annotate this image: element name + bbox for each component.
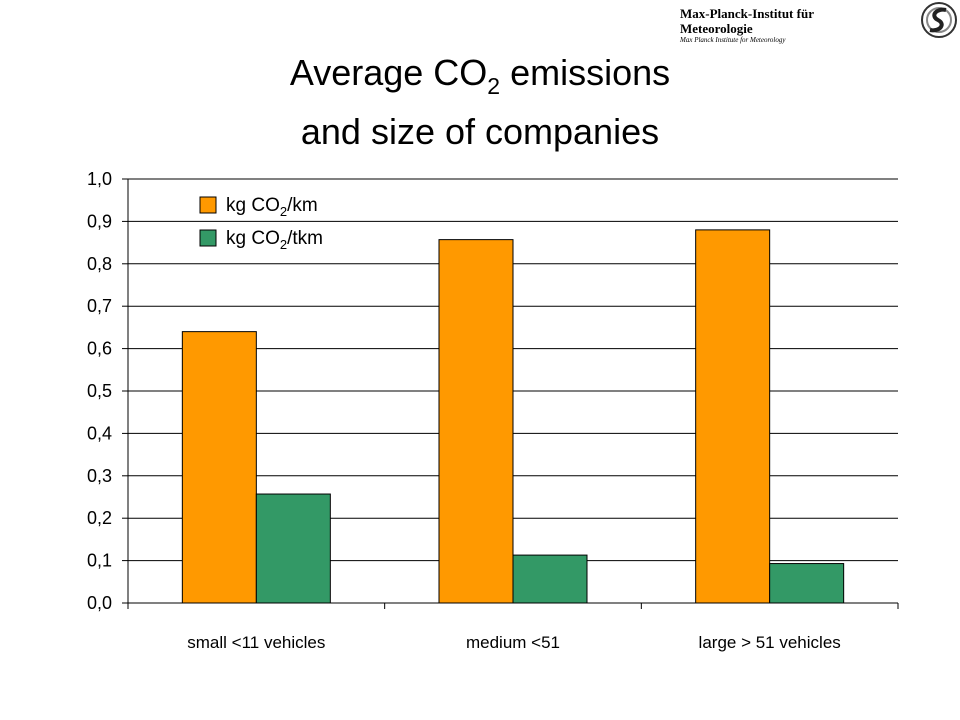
- chart-title: Average CO2 emissions and size of compan…: [0, 50, 960, 155]
- legend-label-suffix: /km: [287, 195, 318, 216]
- x-axis-labels: small <11 vehicles medium <51 large > 51 v…: [187, 633, 841, 652]
- y-tick-label: 0,7: [87, 296, 112, 316]
- y-axis-ticks: 0,0 0,1 0,2 0,3 0,4 0,5 0,6 0,7 0,8 0,9 1,0: [87, 169, 128, 613]
- y-tick-label: 0,3: [87, 466, 112, 486]
- legend-label-prefix: kg CO: [226, 195, 280, 216]
- y-tick-label: 1,0: [87, 169, 112, 189]
- x-category-label: large > 51 vehicles: [699, 633, 841, 652]
- axes: [127, 179, 899, 609]
- bar-km: [438, 239, 514, 604]
- x-category-label: small <11 vehicles: [187, 633, 325, 652]
- y-tick-label: 0,0: [87, 593, 112, 613]
- y-tick-label: 0,9: [87, 211, 112, 231]
- legend-label-subscript: 2: [280, 204, 287, 219]
- legend-label: kg CO2/km: [226, 195, 318, 219]
- chart-title-line1: Average CO2 emissions: [0, 50, 960, 109]
- legend-label-suffix: /tkm: [287, 228, 323, 249]
- y-tick-label: 0,4: [87, 423, 112, 443]
- institute-logo-icon: [921, 2, 957, 38]
- legend-label-subscript: 2: [280, 237, 287, 252]
- institute-subname: Max Planck Institute for Meteorology: [680, 36, 786, 44]
- institute-brand: Max-Planck-Institut für Meteorologie Max…: [680, 6, 880, 45]
- title-suffix: emissions: [500, 52, 671, 93]
- bar-tkm: [769, 563, 845, 604]
- y-tick-label: 0,5: [87, 381, 112, 401]
- y-tick-label: 0,2: [87, 508, 112, 528]
- bar-tkm: [512, 554, 588, 604]
- title-subscript: 2: [487, 73, 501, 99]
- legend-swatch: [199, 229, 217, 247]
- bar-km: [181, 331, 257, 604]
- bars: [181, 229, 845, 604]
- chart-title-line2: and size of companies: [300, 111, 660, 152]
- bar-tkm: [255, 493, 331, 604]
- legend-swatch: [199, 196, 217, 214]
- institute-name: Max-Planck-Institut für Meteorologie: [680, 6, 814, 36]
- x-category-label: medium <51: [466, 633, 560, 652]
- y-tick-label: 0,6: [87, 339, 112, 359]
- title-prefix: Average CO: [289, 52, 488, 93]
- bar-km: [695, 229, 771, 604]
- legend-label: kg CO2/tkm: [226, 228, 323, 252]
- y-tick-label: 0,8: [87, 254, 112, 274]
- y-tick-label: 0,1: [87, 551, 112, 571]
- legend-label-prefix: kg CO: [226, 228, 280, 249]
